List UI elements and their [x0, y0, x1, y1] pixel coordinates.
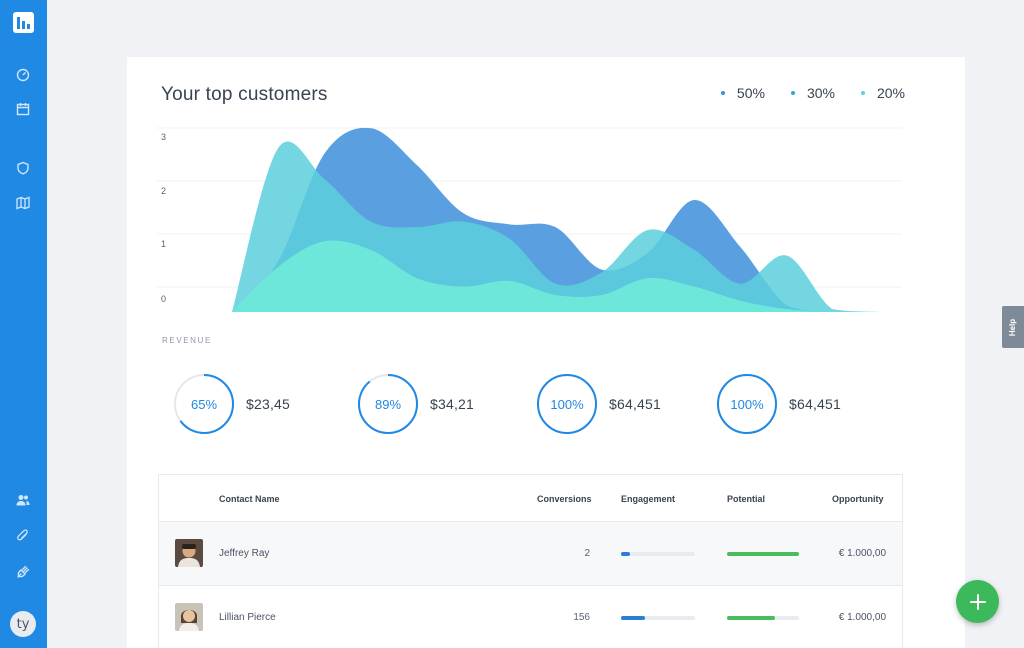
contact-avatar — [175, 603, 203, 631]
area-series — [232, 240, 879, 312]
plus-icon — [969, 593, 986, 610]
legend-item: 20% — [860, 85, 905, 101]
calendar-icon[interactable] — [16, 102, 30, 116]
stat-value: $64,451 — [789, 396, 842, 412]
potential-bar-fill — [727, 552, 799, 556]
revenue-stat: 100% $64,451 — [716, 373, 841, 435]
legend-item: 30% — [790, 85, 835, 101]
help-label: Help — [1008, 318, 1018, 336]
engagement-bar-fill — [621, 552, 630, 556]
conversions-value: 156 — [573, 612, 590, 623]
paperclip-icon[interactable] — [16, 529, 30, 543]
revenue-stat: 100% $64,451 — [536, 373, 661, 435]
table-row[interactable]: Lillian Pierce 156 € 1.000,00 — [159, 586, 902, 648]
header-contact-name[interactable]: Contact Name — [219, 494, 280, 504]
users-icon[interactable] — [16, 493, 30, 507]
user-avatar[interactable]: ty — [10, 611, 36, 637]
y-tick-label: 2 — [161, 186, 166, 196]
help-tab[interactable]: Help — [1002, 306, 1024, 348]
area-chart: 0 1 2 3 — [157, 127, 902, 312]
ring-label: 100% — [730, 396, 764, 412]
contact-name[interactable]: Jeffrey Ray — [219, 548, 270, 559]
stat-value: $34,21 — [430, 396, 475, 412]
potential-bar-fill — [727, 616, 776, 620]
ring-progress — [174, 374, 234, 434]
header-opportunity[interactable]: Opportunity — [832, 494, 884, 504]
map-icon[interactable] — [16, 196, 30, 210]
contacts-table: Contact Name Conversions Engagement Pote… — [158, 474, 903, 648]
ring-progress — [537, 374, 597, 434]
engagement-bar-fill — [621, 616, 645, 620]
gauge-icon[interactable] — [16, 68, 30, 82]
engagement-bar — [621, 552, 695, 556]
progress-ring: 89% — [357, 373, 419, 435]
legend-label: 30% — [806, 85, 835, 101]
conversions-value: 2 — [584, 548, 590, 559]
revenue-stat: 89% $34,21 — [357, 373, 474, 435]
header-conversions[interactable]: Conversions — [537, 494, 592, 504]
legend-dot-icon — [720, 91, 725, 95]
progress-ring: 100% — [716, 373, 778, 435]
ring-label: 100% — [550, 396, 584, 412]
legend-dot-icon — [790, 91, 795, 95]
stat-value: $23,45 — [246, 396, 291, 412]
customers-card: Your top customers 50% 30% 20% 0 1 2 3 REVE… — [127, 57, 965, 648]
progress-ring: 65% — [173, 373, 235, 435]
contact-name[interactable]: Lillian Pierce — [219, 612, 276, 623]
y-tick-label: 0 — [161, 294, 166, 304]
revenue-label: REVENUE — [162, 336, 212, 345]
user-initials: ty — [16, 616, 30, 632]
card-title: Your top customers — [161, 84, 328, 105]
table-row[interactable]: Jeffrey Ray 2 € 1.000,00 — [159, 522, 902, 586]
ring-label: 65% — [190, 396, 218, 412]
legend-label: 20% — [876, 85, 905, 101]
shield-icon[interactable] — [16, 161, 30, 175]
sidebar: ty — [0, 0, 47, 648]
app-logo-icon[interactable] — [13, 12, 34, 33]
opportunity-value: € 1.000,00 — [838, 612, 886, 623]
plug-icon[interactable] — [16, 565, 30, 579]
progress-ring: 100% — [536, 373, 598, 435]
y-tick-label: 3 — [161, 132, 166, 142]
chart-legend: 50% 30% 20% — [720, 85, 905, 101]
add-button[interactable] — [956, 580, 999, 623]
opportunity-value: € 1.000,00 — [838, 548, 886, 559]
header-potential[interactable]: Potential — [727, 494, 766, 504]
revenue-stat: 65% $23,45 — [173, 373, 290, 435]
stat-value: $64,451 — [609, 396, 662, 412]
engagement-bar — [621, 616, 695, 620]
potential-bar — [727, 616, 799, 620]
header-engagement[interactable]: Engagement — [621, 494, 676, 504]
legend-label: 50% — [736, 85, 765, 101]
contact-avatar — [175, 539, 203, 567]
legend-item: 50% — [720, 85, 765, 101]
y-tick-label: 1 — [161, 239, 166, 249]
table-header: Contact Name Conversions Engagement Pote… — [159, 475, 902, 522]
ring-progress — [358, 374, 418, 434]
potential-bar — [727, 552, 799, 556]
ring-label: 89% — [374, 396, 402, 412]
revenue-stats: 65% $23,45 89% $34,21 100% $64,451 100% … — [173, 373, 913, 435]
ring-progress — [717, 374, 777, 434]
legend-dot-icon — [860, 91, 865, 95]
